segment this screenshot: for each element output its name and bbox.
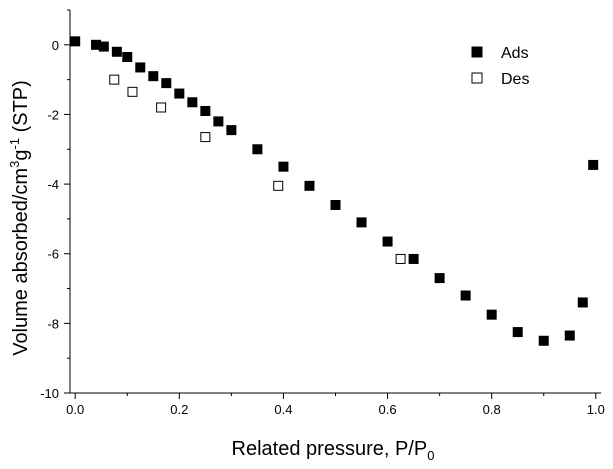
ads-point — [460, 290, 471, 301]
y-tick-label: -6 — [47, 247, 59, 262]
y-tick-label: -10 — [40, 386, 59, 401]
y-axis-label-main: Volume absorbed/cm — [10, 168, 32, 356]
ads-point — [577, 297, 588, 308]
x-tick-label: 0.0 — [66, 402, 84, 417]
ads-point — [356, 217, 367, 228]
ads-point — [187, 97, 198, 108]
des-point — [109, 74, 120, 85]
ads-point — [538, 335, 549, 346]
legend-label-des: Des — [501, 71, 529, 88]
x-tick-label: 0.4 — [274, 402, 292, 417]
ads-point — [304, 180, 315, 191]
ads-point — [148, 71, 159, 82]
x-tick-label: 0.6 — [379, 402, 397, 417]
ads-point — [382, 236, 393, 247]
ads-point — [330, 199, 341, 210]
x-tick-label: 1.0 — [587, 402, 605, 417]
x-axis-label: Related pressure, P/P0 — [232, 438, 435, 463]
legend: Ads Des — [471, 45, 529, 88]
y-axis-label-end: (STP) — [10, 80, 32, 138]
x-axis-label-subscript: 0 — [427, 448, 434, 463]
x-axis-label-main: Related pressure, P/P — [232, 438, 428, 460]
ads-point — [174, 88, 185, 99]
des-point — [200, 132, 211, 143]
ads-point — [161, 78, 172, 89]
ads-point — [98, 41, 109, 52]
ads-point — [512, 327, 523, 338]
y-axis-label-sup1: 3 — [7, 161, 22, 168]
data-points — [70, 36, 599, 346]
des-point — [273, 180, 284, 191]
y-tick-label: -2 — [47, 107, 59, 122]
y-axis-label-sup2: -1 — [7, 138, 22, 150]
ads-point — [213, 116, 224, 127]
des-point — [395, 253, 406, 264]
ads-point — [278, 161, 289, 172]
legend-marker-des — [471, 72, 483, 84]
x-tick-label: 0.8 — [483, 402, 501, 417]
x-tick-label: 0.2 — [170, 402, 188, 417]
y-tick-label: -8 — [47, 316, 59, 331]
y-tick-label: -4 — [47, 177, 59, 192]
ads-point — [111, 46, 122, 57]
y-axis-label: Volume absorbed/cm3g-1 (STP) — [7, 80, 32, 356]
ads-point — [588, 159, 599, 170]
ads-point — [226, 125, 237, 136]
ads-point — [564, 330, 575, 341]
legend-label-ads: Ads — [501, 45, 529, 62]
ads-point — [434, 273, 445, 284]
y-axis-label-mid: g — [10, 150, 32, 161]
ads-point — [252, 144, 263, 155]
ads-point — [70, 36, 81, 47]
des-point — [156, 102, 167, 113]
des-point — [127, 86, 138, 97]
ads-point — [122, 52, 133, 63]
y-tick-label: 0 — [52, 38, 59, 53]
ads-point — [135, 62, 146, 73]
legend-marker-ads — [471, 46, 483, 58]
ads-point — [200, 105, 211, 116]
tick-labels: 0.0 0.2 0.4 0.6 0.8 1.0 0 -2 -4 -6 -8 -10 — [40, 38, 605, 417]
ads-point — [408, 253, 419, 264]
axis-ticks — [64, 9, 597, 399]
ads-point — [486, 309, 497, 320]
